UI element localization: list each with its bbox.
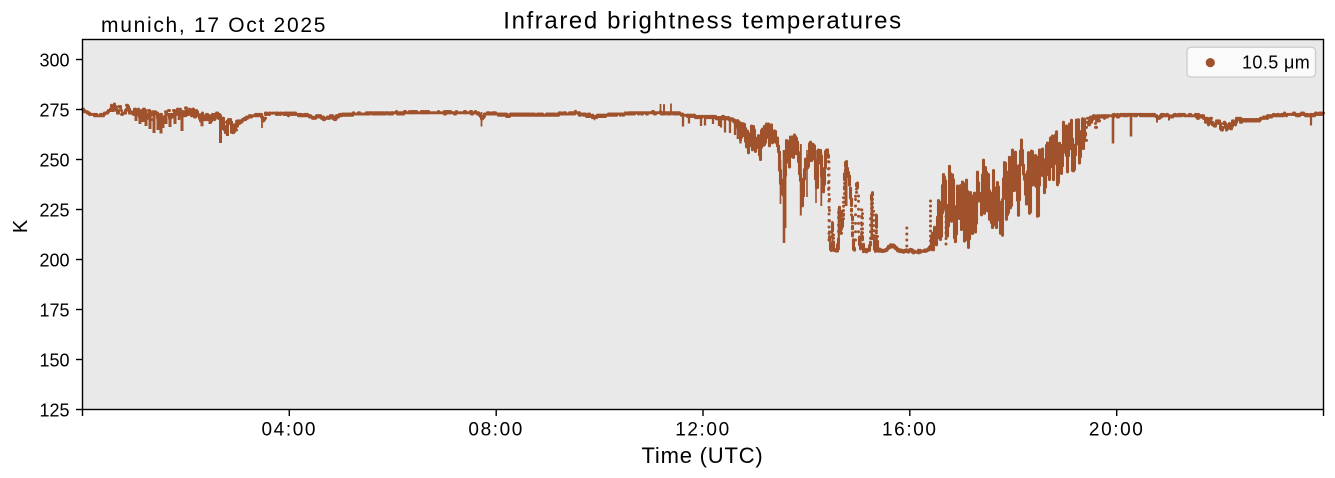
svg-text:08:00: 08:00	[468, 420, 524, 441]
svg-text:20:00: 20:00	[1089, 420, 1145, 441]
svg-text:250: 250	[39, 151, 69, 171]
svg-text:150: 150	[39, 351, 69, 371]
svg-text:125: 125	[39, 401, 69, 421]
svg-text:300: 300	[39, 51, 69, 71]
svg-text:K: K	[10, 219, 32, 233]
svg-text:Infrared brightness temperatur: Infrared brightness temperatures	[503, 8, 902, 35]
svg-text:munich, 17 Oct 2025: munich, 17 Oct 2025	[101, 14, 327, 37]
svg-text:175: 175	[39, 301, 69, 321]
svg-text:275: 275	[39, 101, 69, 121]
svg-text:16:00: 16:00	[882, 420, 938, 441]
svg-text:Time (UTC): Time (UTC)	[641, 443, 763, 468]
svg-text:10.5 μm: 10.5 μm	[1242, 53, 1310, 73]
svg-text:12:00: 12:00	[675, 420, 731, 441]
svg-text:200: 200	[39, 251, 69, 271]
svg-text:225: 225	[39, 201, 69, 221]
svg-text:04:00: 04:00	[262, 420, 318, 441]
